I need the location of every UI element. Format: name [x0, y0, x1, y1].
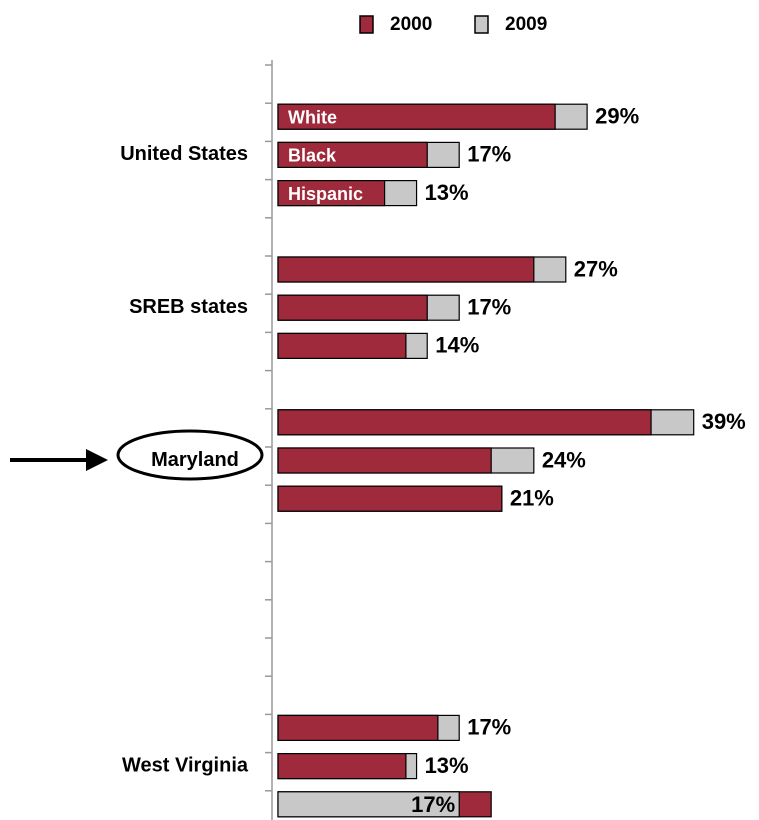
value-label: 27%: [574, 256, 618, 281]
value-label: 39%: [702, 409, 746, 434]
bar: [277, 332, 407, 359]
value-label: 21%: [510, 486, 554, 511]
value-label: 17%: [467, 715, 511, 740]
bar: [277, 256, 535, 283]
bar: [277, 180, 386, 207]
value-label: 17%: [411, 792, 455, 817]
group-label: United States: [120, 143, 248, 165]
bar: [277, 447, 492, 474]
value-label: 13%: [425, 753, 469, 778]
bar: [277, 141, 428, 168]
legend-swatch: [474, 15, 489, 34]
legend-label: 2000: [390, 14, 432, 35]
bar: [277, 485, 503, 512]
bar: [277, 714, 439, 742]
group-label: Maryland: [151, 449, 239, 471]
legend-label: 2009: [505, 14, 547, 35]
value-label: 17%: [467, 142, 511, 167]
bar: [277, 791, 460, 818]
value-label: 29%: [595, 104, 639, 129]
legend-swatch: [359, 15, 374, 34]
value-label: 17%: [467, 295, 511, 320]
bar: [277, 752, 407, 780]
arrow-head: [86, 449, 108, 471]
bar: [277, 294, 428, 321]
bar-category-label: Hispanic: [288, 184, 363, 204]
group-label: West Virginia: [122, 754, 249, 776]
bar: [277, 409, 652, 436]
bar-category-label: White: [288, 107, 337, 127]
bar-category-label: Black: [288, 146, 337, 166]
value-label: 13%: [425, 180, 469, 205]
group-label: SREB states: [129, 296, 248, 318]
value-label: 24%: [542, 447, 586, 472]
bar: [277, 103, 556, 130]
highlight-ellipse: [116, 429, 264, 481]
value-label: 14%: [435, 333, 479, 358]
